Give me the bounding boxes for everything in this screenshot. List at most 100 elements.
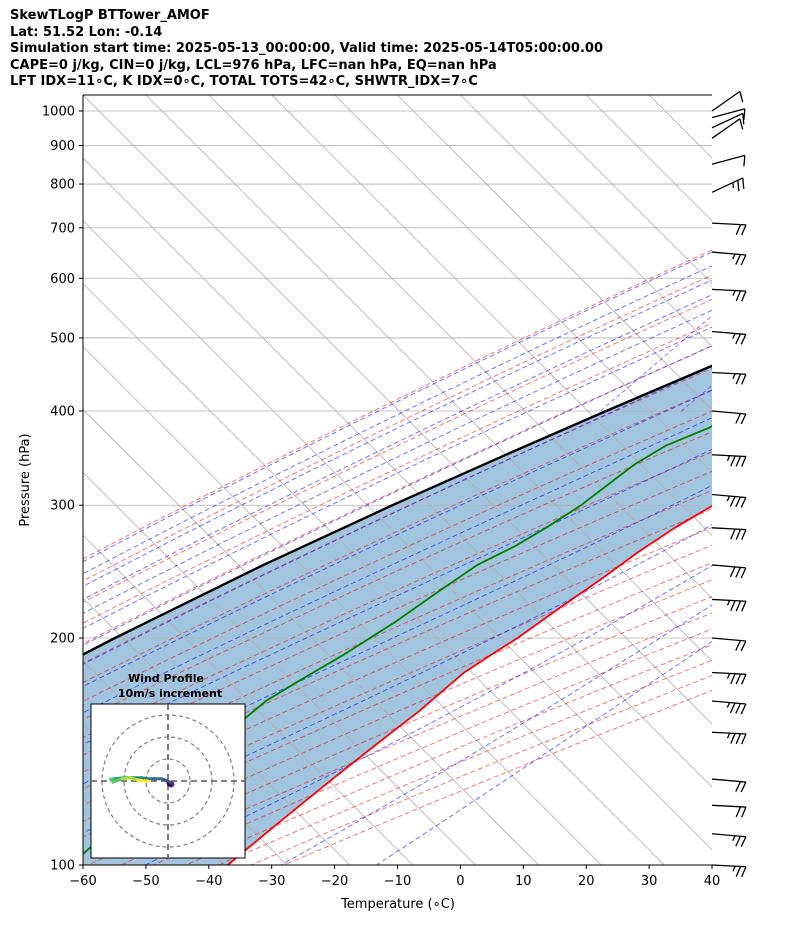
wind-barb	[711, 700, 747, 715]
x-axis-ticks: −60 −50 −40 −30 −20 −10 0 10 20 30 40	[69, 865, 720, 889]
moist-adiabat-line	[83, 484, 712, 785]
y-tick-label: 100	[50, 859, 75, 874]
wind-barb	[711, 410, 747, 425]
dry-adiabat-line	[83, 298, 712, 603]
wind-barb	[711, 371, 747, 385]
wind-barb	[711, 154, 746, 167]
y-tick-label: 1000	[42, 104, 75, 119]
y-tick-label: 600	[50, 272, 75, 287]
isotherm-line	[271, 95, 712, 536]
isotherm-line	[83, 346, 602, 865]
profile-lines	[83, 364, 712, 865]
isotherm-line	[523, 95, 712, 285]
isotherm-line	[83, 95, 712, 725]
x-tick-label: −40	[195, 874, 222, 889]
x-tick-label: −60	[69, 874, 96, 889]
wind-barb	[711, 804, 747, 818]
isotherm-line	[460, 95, 712, 348]
skewed-isotherms	[83, 95, 794, 865]
y-tick-label: 700	[50, 221, 75, 236]
y-axis-ticks: 1000 900 800 700 600 500 400 300 200 100	[42, 104, 83, 874]
moist-adiabat-line	[83, 389, 712, 687]
wind-barb	[711, 118, 744, 139]
moist-adiabat-line	[83, 365, 712, 665]
isotherm-line	[145, 95, 712, 662]
title-line-3: Simulation start time: 2025-05-13_00:00:…	[10, 41, 603, 56]
dry-adiabat-line	[83, 410, 712, 702]
x-tick-label: 30	[641, 874, 658, 889]
wind-barb	[711, 251, 747, 266]
moist-adiabat-line	[83, 309, 712, 614]
dry-adiabat-line	[83, 451, 712, 739]
x-tick-label: −50	[132, 874, 159, 889]
y-tick-label: 500	[50, 331, 75, 346]
isotherm-line	[83, 408, 539, 865]
x-tick-label: 0	[456, 874, 464, 889]
moist-adiabat-line	[83, 448, 712, 746]
wind-barb	[711, 778, 747, 793]
wind-barb	[711, 454, 747, 467]
dry-adiabat-line	[83, 544, 712, 822]
title-line-5: LFT IDX=11∘C, K IDX=0∘C, TOTAL TOTS=42∘C…	[10, 74, 478, 89]
x-tick-label: 20	[578, 874, 595, 889]
wind-barbs	[711, 90, 747, 878]
mixing-ratio-lines	[600, 95, 794, 412]
wind-barb	[711, 598, 747, 612]
isotherm-line	[83, 220, 712, 851]
mixing-ratio-line	[741, 95, 794, 411]
moist-adiabat-line	[83, 265, 712, 575]
wind-barb	[711, 222, 747, 236]
wind-barb	[711, 864, 747, 878]
y-tick-label: 300	[50, 499, 75, 514]
dry-adiabat-line	[83, 322, 712, 624]
title-line-1: SkewTLogP BTTower_AMOF	[10, 8, 210, 23]
x-tick-label: −20	[321, 874, 348, 889]
hodograph-segment	[111, 777, 124, 784]
y-axis-label: Pressure (hPa)	[18, 433, 33, 526]
moist-adiabat-line	[83, 279, 712, 587]
hodograph-title: Wind Profile	[128, 672, 204, 685]
x-tick-label: −30	[258, 874, 285, 889]
moist-adiabat-line	[83, 345, 712, 646]
y-tick-label: 800	[50, 178, 75, 193]
hodograph-ring	[145, 758, 191, 804]
hodograph-inset: Wind Profile 10m/s increment	[90, 672, 246, 859]
chart-title-block: SkewTLogP BTTower_AMOF Lat: 51.52 Lon: -…	[10, 8, 603, 91]
isotherm-line	[83, 157, 712, 788]
x-axis-label: Temperature (∘C)	[340, 897, 455, 912]
isotherm-line	[83, 534, 413, 865]
mixing-ratio-line	[681, 384, 712, 412]
dry-adiabats	[83, 249, 712, 865]
wind-barb	[711, 731, 747, 745]
wind-barb	[711, 493, 747, 508]
mixing-ratio-line	[600, 315, 712, 412]
hodograph-subtitle: 10m/s increment	[118, 687, 222, 700]
title-line-2: Lat: 51.52 Lon: -0.14	[10, 24, 163, 40]
isotherm-line	[208, 95, 712, 599]
pressure-gridlines	[83, 110, 712, 865]
wind-barb	[711, 112, 745, 129]
wind-barb	[711, 833, 747, 847]
hodograph-plot	[91, 704, 245, 858]
isotherm-line	[711, 95, 712, 96]
wind-barb	[711, 108, 746, 120]
x-tick-label: 10	[515, 874, 532, 889]
wind-barb	[711, 288, 747, 302]
wind-barb	[711, 330, 747, 345]
isotherm-line	[334, 95, 712, 473]
isotherm-line	[397, 95, 712, 411]
isotherm-line	[83, 471, 476, 865]
moist-adiabats	[83, 251, 712, 865]
wind-barb	[711, 564, 747, 579]
dry-adiabat-line	[83, 249, 712, 560]
temperature-profile-line	[227, 504, 712, 865]
isotherm-line	[775, 95, 794, 865]
wind-barb	[711, 527, 747, 540]
wind-barb	[711, 177, 745, 193]
title-line-4: CAPE=0 j/kg, CIN=0 j/kg, LCL=976 hPa, LF…	[10, 57, 497, 73]
wind-barb	[711, 90, 744, 112]
isotherm-line	[83, 283, 665, 865]
dewpoint-profile-line	[83, 424, 712, 856]
parcel-profile-line	[83, 364, 712, 656]
